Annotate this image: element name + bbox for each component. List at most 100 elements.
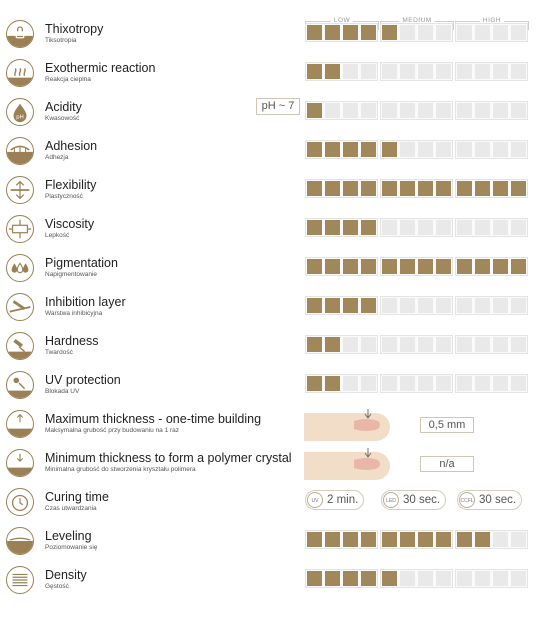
finger-illustration <box>304 407 394 441</box>
property-subtitle: Czas utwardzania <box>45 505 97 512</box>
level-cell <box>343 532 358 547</box>
level-cell <box>307 571 322 586</box>
level-cell <box>511 337 526 352</box>
level-bar <box>305 374 528 393</box>
property-title: Exothermic reaction <box>45 61 156 75</box>
level-cell <box>382 337 397 352</box>
property-subtitle: Reakcja cieplna <box>45 76 91 83</box>
level-group <box>380 335 453 354</box>
level-cell <box>475 376 490 391</box>
level-cell <box>343 259 358 274</box>
property-subtitle: Plastyczność <box>45 193 83 200</box>
svg-text:pH: pH <box>16 115 24 121</box>
level-cell <box>325 181 340 196</box>
level-cell <box>457 181 472 196</box>
scale-header: LOW MEDIUM HIGH <box>305 17 529 31</box>
property-row: Flexibility Plastyczność <box>0 173 540 212</box>
level-cell <box>457 103 472 118</box>
hardness-icon <box>6 332 34 360</box>
level-cell <box>436 103 451 118</box>
level-cell <box>382 259 397 274</box>
thixotropy-icon <box>6 20 34 48</box>
lamp-badge: LED <box>383 492 399 508</box>
lamp-badge: UV <box>307 492 323 508</box>
property-row: Pigmentation Napigmentowanie <box>0 251 540 290</box>
level-cell <box>511 376 526 391</box>
level-cell <box>493 571 508 586</box>
thickness-value: 0,5 mm <box>420 417 474 433</box>
level-cell <box>511 298 526 313</box>
flexibility-icon <box>6 176 34 204</box>
level-group <box>455 530 528 549</box>
level-cell <box>418 376 433 391</box>
property-title: Flexibility <box>45 178 97 192</box>
level-cell <box>418 181 433 196</box>
level-cell <box>475 337 490 352</box>
level-cell <box>307 298 322 313</box>
level-cell <box>511 181 526 196</box>
level-cell <box>436 142 451 157</box>
level-group <box>305 101 378 120</box>
level-cell <box>343 142 358 157</box>
level-cell <box>475 259 490 274</box>
level-cell <box>475 64 490 79</box>
level-cell <box>307 25 322 40</box>
level-group <box>380 179 453 198</box>
curing-time-led: LED 30 sec. <box>381 490 447 510</box>
level-cell <box>493 142 508 157</box>
density-icon <box>6 566 34 594</box>
level-cell <box>418 337 433 352</box>
level-cell <box>307 532 322 547</box>
level-cell <box>325 337 340 352</box>
property-title: Inhibition layer <box>45 295 126 309</box>
level-cell <box>436 181 451 196</box>
level-cell <box>493 376 508 391</box>
level-group <box>380 140 453 159</box>
level-cell <box>418 571 433 586</box>
level-group <box>305 335 378 354</box>
level-group <box>455 23 528 42</box>
level-cell <box>457 298 472 313</box>
level-cell <box>343 103 358 118</box>
level-cell <box>382 220 397 235</box>
level-bar <box>305 257 528 276</box>
level-cell <box>493 532 508 547</box>
level-group <box>455 257 528 276</box>
level-cell <box>382 103 397 118</box>
level-bar <box>305 569 528 588</box>
level-cell <box>343 64 358 79</box>
level-cell <box>400 298 415 313</box>
level-cell <box>382 142 397 157</box>
level-cell <box>511 532 526 547</box>
level-bar <box>305 530 528 549</box>
curing-time-ccfl: CCFL 30 sec. <box>457 490 523 510</box>
pigmentation-icon <box>6 254 34 282</box>
property-subtitle: Tiksotropia <box>45 37 77 44</box>
level-cell <box>343 376 358 391</box>
level-group <box>380 296 453 315</box>
level-cell <box>400 220 415 235</box>
level-group <box>455 296 528 315</box>
property-title: Thixotropy <box>45 22 104 36</box>
level-group <box>455 218 528 237</box>
level-cell <box>457 220 472 235</box>
level-group <box>305 179 378 198</box>
level-cell <box>436 298 451 313</box>
level-cell <box>493 25 508 40</box>
level-bar <box>305 296 528 315</box>
level-cell <box>493 181 508 196</box>
level-group <box>305 23 378 42</box>
level-cell <box>457 532 472 547</box>
level-cell <box>361 64 376 79</box>
ph-badge: pH ~ 7 <box>256 98 300 115</box>
curing-time-icon <box>6 488 34 516</box>
level-cell <box>382 532 397 547</box>
max-thickness-icon <box>6 410 34 438</box>
level-bar <box>305 23 528 42</box>
level-cell <box>400 103 415 118</box>
level-cell <box>511 220 526 235</box>
level-group <box>455 335 528 354</box>
level-cell <box>436 220 451 235</box>
level-group <box>455 62 528 81</box>
level-cell <box>400 64 415 79</box>
